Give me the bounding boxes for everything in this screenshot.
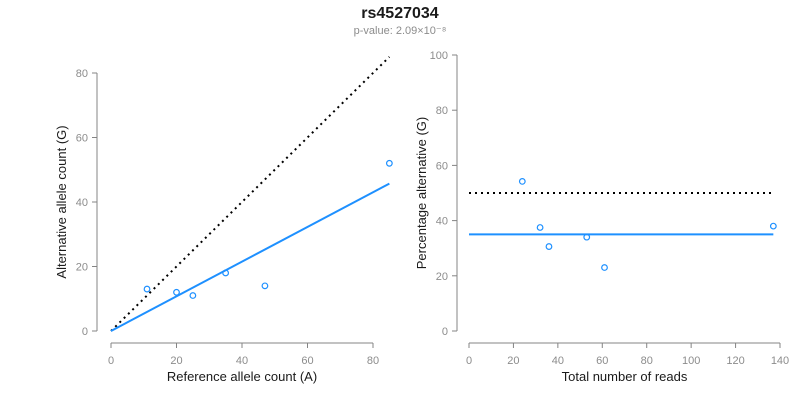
y-tick-label: 40 — [76, 197, 88, 209]
x-tick-label: 80 — [641, 355, 653, 367]
x-axis-title: Reference allele count (A) — [167, 369, 317, 384]
data-point — [601, 264, 608, 271]
data-point — [518, 178, 526, 185]
x-tick-label: 60 — [301, 355, 313, 367]
data-point — [545, 243, 553, 250]
data-point — [189, 292, 197, 299]
left-scatter-plot: 0 20 40 60 80 0 20 40 60 80 Reference allele count… — [54, 56, 393, 384]
x-tick-label: 0 — [108, 355, 114, 367]
pvalue-subtitle: p-value: 2.09×10⁻⁸ — [353, 25, 447, 37]
x-tick-label: 0 — [466, 355, 472, 367]
y-tick-label: 0 — [442, 326, 448, 338]
right-scatter-plot: 0 20 40 60 80 100 0 20 40 60 80 100 120 140 Total numb… — [414, 50, 789, 384]
page-title: rs4527034 — [361, 5, 439, 22]
x-tick-label: 20 — [507, 355, 519, 367]
y-tick-label: 60 — [436, 160, 448, 172]
y-tick-label: 20 — [436, 271, 448, 283]
x-tick-label: 40 — [236, 355, 248, 367]
x-tick-label: 80 — [367, 355, 379, 367]
identity-dotted-line — [110, 56, 391, 332]
data-point — [583, 233, 591, 241]
data-point — [385, 159, 393, 167]
data-point — [261, 282, 269, 290]
x-tick-label: 60 — [596, 355, 608, 367]
y-tick-label: 80 — [436, 105, 448, 117]
y-tick-label: 0 — [82, 326, 88, 338]
y-tick-label: 40 — [436, 216, 448, 228]
data-point — [173, 288, 180, 296]
y-tick-label: 100 — [430, 50, 448, 62]
data-point — [222, 269, 230, 277]
data-point — [769, 222, 777, 230]
fit-line — [110, 182, 390, 332]
y-tick-label: 20 — [76, 262, 88, 274]
data-point — [143, 285, 151, 293]
x-tick-label: 40 — [552, 355, 564, 367]
y-tick-label: 60 — [76, 133, 88, 145]
y-axis-title: Percentage alternative (G) — [414, 117, 429, 269]
x-tick-label: 100 — [682, 355, 700, 367]
x-tick-label: 20 — [170, 355, 182, 367]
y-axis-title: Alternative allele count (G) — [54, 125, 69, 278]
x-tick-label: 140 — [771, 355, 789, 367]
x-tick-label: 120 — [726, 355, 744, 367]
x-axis-title: Total number of reads — [562, 369, 688, 384]
data-point — [536, 224, 544, 231]
y-tick-label: 80 — [76, 68, 88, 80]
